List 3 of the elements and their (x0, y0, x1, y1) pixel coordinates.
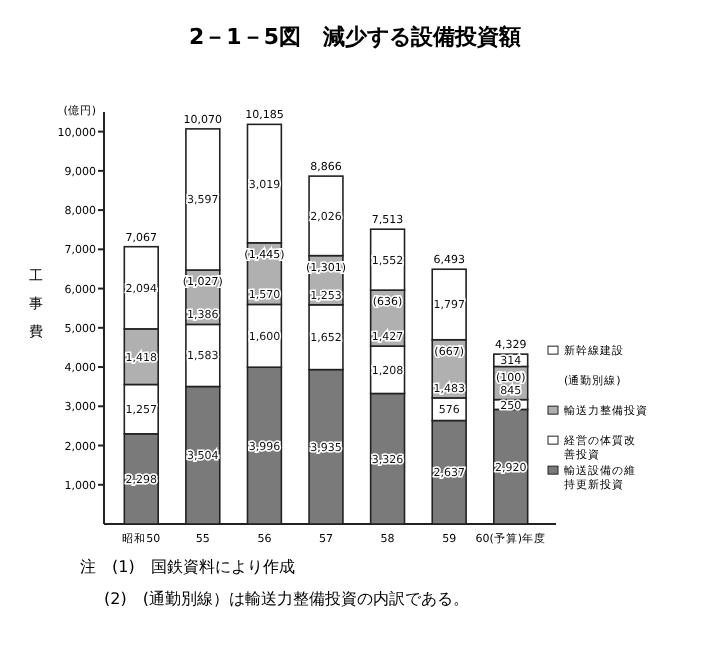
chart-title: 2－1－5図 減少する設備投資額 (189, 24, 521, 50)
text: (2) (通勤別線）は輸送力整備投資の内訳である。 (104, 590, 469, 608)
text: 注 (1) 国鉄資料により作成 (80, 558, 295, 576)
